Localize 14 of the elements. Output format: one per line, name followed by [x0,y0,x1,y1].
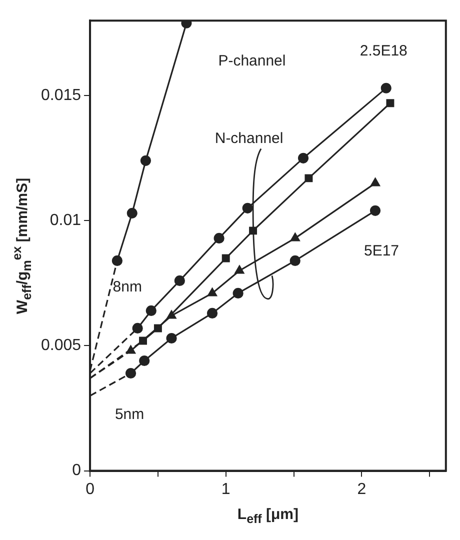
annotation: P-channel [218,52,286,70]
y-tick-label: 0.01 [50,212,82,230]
y-tick-label: 0.005 [40,337,82,354]
annotation: N-channel [214,130,284,147]
annotation: 5E17 [364,242,400,260]
annotation: 5nm [114,406,144,424]
x-axis-title: L$_{eff}$ [μm] [236,506,300,526]
x-tick-label: 1 [221,480,230,498]
x-tick-label: 0 [86,480,95,498]
y-tick-label: 0.015 [40,87,82,104]
x-tick-label: 2 [357,480,366,498]
annotation: 2.5E18 [360,42,408,60]
y-tick-label: 0 [72,462,82,480]
annotation: 8nm [112,278,142,296]
